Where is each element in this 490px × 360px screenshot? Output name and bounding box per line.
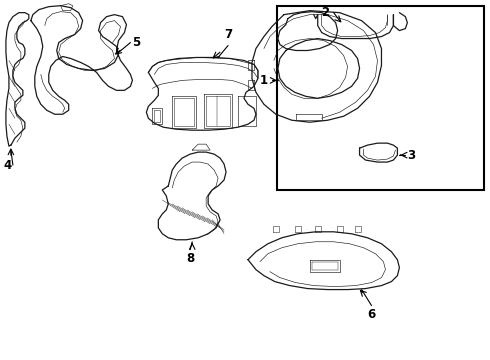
- Polygon shape: [204, 94, 232, 128]
- Text: 3: 3: [407, 149, 416, 162]
- Text: 1: 1: [260, 74, 268, 87]
- Polygon shape: [172, 96, 196, 128]
- Bar: [277, 6, 484, 190]
- Polygon shape: [248, 80, 254, 90]
- Polygon shape: [337, 226, 343, 232]
- Polygon shape: [312, 262, 338, 270]
- Text: 4: 4: [3, 158, 11, 172]
- Polygon shape: [310, 260, 340, 272]
- Polygon shape: [206, 96, 230, 126]
- Polygon shape: [315, 226, 321, 232]
- Text: 8: 8: [186, 252, 195, 265]
- Polygon shape: [174, 98, 194, 126]
- Text: 5: 5: [132, 36, 141, 49]
- Polygon shape: [238, 96, 256, 126]
- Text: 6: 6: [368, 307, 376, 320]
- Polygon shape: [152, 108, 162, 124]
- Polygon shape: [61, 4, 73, 11]
- Text: 2: 2: [321, 6, 330, 19]
- Polygon shape: [192, 144, 210, 150]
- Polygon shape: [248, 60, 254, 71]
- Polygon shape: [154, 110, 160, 122]
- Polygon shape: [273, 226, 279, 232]
- Polygon shape: [355, 226, 361, 232]
- Polygon shape: [296, 114, 322, 120]
- Text: 7: 7: [224, 28, 232, 41]
- Polygon shape: [295, 226, 301, 232]
